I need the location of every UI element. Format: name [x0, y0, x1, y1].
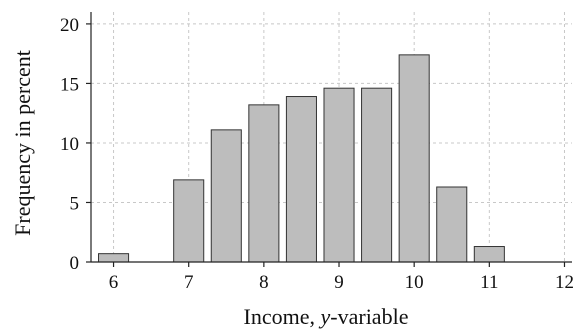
- x-tick-label: 6: [109, 272, 119, 293]
- x-tick-label: 9: [334, 272, 344, 293]
- bars: [98, 54, 505, 263]
- histogram-bar: [285, 96, 317, 263]
- histogram-bar: [361, 87, 393, 263]
- y-axis-title: Frequency in percent: [10, 50, 35, 236]
- x-tick-label: 10: [405, 272, 424, 293]
- y-tick-label: 20: [60, 15, 79, 36]
- x-tick-label: 7: [184, 272, 194, 293]
- histogram-bar: [98, 253, 130, 263]
- histogram-bar: [210, 129, 242, 263]
- histogram-bar: [173, 179, 205, 263]
- x-tick-label: 8: [259, 272, 269, 293]
- histogram-bar: [248, 104, 280, 263]
- x-axis-title: Income, y-variable: [244, 304, 409, 329]
- y-tick-label: 15: [60, 74, 79, 95]
- x-tick-label: 11: [480, 272, 498, 293]
- y-tick-label: 5: [70, 193, 80, 214]
- histogram-bar: [398, 54, 430, 263]
- histogram-bar: [436, 186, 468, 263]
- axes: [86, 12, 572, 267]
- histogram-bar: [323, 87, 355, 263]
- y-tick-label: 10: [60, 134, 79, 155]
- x-tick-label: 12: [555, 272, 574, 293]
- tick-labels: 6 7 8 9 10 11 12 0 5 10 15 20: [60, 15, 574, 293]
- y-tick-label: 0: [70, 253, 80, 274]
- histogram-bar: [473, 246, 505, 263]
